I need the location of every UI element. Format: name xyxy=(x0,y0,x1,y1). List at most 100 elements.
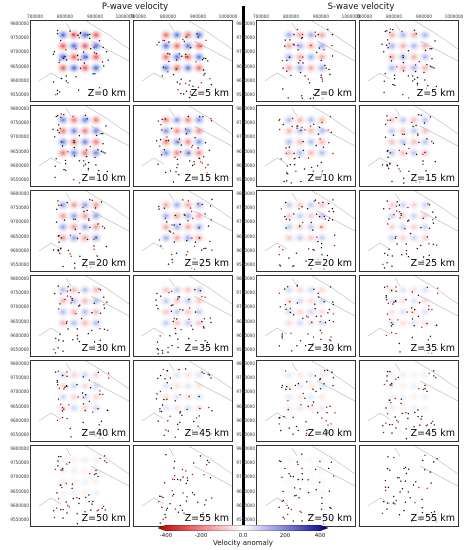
station-dot xyxy=(60,403,62,405)
station-dot xyxy=(433,461,435,463)
y-tick-label: 9800000 xyxy=(10,276,29,281)
station-dot xyxy=(398,514,401,516)
station-dot xyxy=(301,126,303,129)
station-dot xyxy=(57,347,59,349)
station-dot xyxy=(57,285,59,287)
station-dot xyxy=(201,203,203,206)
station-dot xyxy=(71,483,74,485)
anomaly-blob xyxy=(303,113,319,127)
coastline xyxy=(264,361,355,422)
station-dot xyxy=(327,467,330,470)
station-dot xyxy=(61,416,64,419)
station-dot xyxy=(65,169,67,171)
coastline xyxy=(367,446,458,507)
station-dot xyxy=(58,387,60,389)
station-dot xyxy=(386,299,388,301)
station-dot xyxy=(424,388,426,390)
station-dot xyxy=(64,163,67,165)
station-dot xyxy=(395,499,397,502)
station-dot xyxy=(426,390,428,393)
station-dot xyxy=(324,218,327,220)
station-dot xyxy=(170,310,173,312)
station-dot xyxy=(176,318,178,320)
y-tick-label: 9700000 xyxy=(10,474,29,480)
anomaly-blob xyxy=(395,305,411,319)
station-dot xyxy=(161,118,163,120)
station-dot xyxy=(67,151,69,153)
station-dot xyxy=(284,45,286,47)
station-dot xyxy=(178,368,180,371)
station-dot xyxy=(58,455,60,458)
station-dot xyxy=(307,491,310,494)
station-dot xyxy=(383,208,385,210)
velocity-map xyxy=(367,106,458,184)
station-dot xyxy=(79,255,81,257)
station-dot xyxy=(66,290,69,292)
anomaly-blob xyxy=(292,294,308,308)
station-dot xyxy=(72,339,74,341)
station-dot xyxy=(97,223,99,225)
y-tick-label: 9700000 xyxy=(236,304,255,310)
station-dot xyxy=(312,401,315,403)
station-dot xyxy=(404,228,406,230)
station-dot xyxy=(329,405,331,407)
anomaly-blob xyxy=(191,283,207,297)
station-dot xyxy=(95,473,97,475)
velocity-map xyxy=(38,191,129,269)
anomaly-blob xyxy=(384,50,400,64)
station-dot xyxy=(394,416,396,418)
station-dot xyxy=(323,301,325,303)
y-tick-label: 9600000 xyxy=(10,417,29,423)
station-dot xyxy=(290,182,292,184)
station-dot xyxy=(402,70,405,72)
anomaly-blob xyxy=(180,198,196,212)
anomaly-blob xyxy=(66,486,82,500)
station-dot xyxy=(58,124,60,126)
station-dot xyxy=(385,295,387,297)
station-dot xyxy=(185,482,187,485)
anomaly-blob xyxy=(384,124,400,138)
station-dot xyxy=(313,288,315,290)
y-tick-label: 9650000 xyxy=(10,488,29,494)
station-dot xyxy=(296,345,298,347)
station-dot xyxy=(63,114,65,116)
station-dot xyxy=(383,286,386,288)
station-dot xyxy=(82,403,85,405)
station-dot xyxy=(158,41,160,43)
station-dot xyxy=(173,317,175,319)
station-dot xyxy=(326,412,328,414)
anomaly-blob xyxy=(77,305,93,319)
station-dot xyxy=(429,116,432,118)
station-dot xyxy=(289,311,292,314)
station-dot xyxy=(382,431,385,434)
station-dot xyxy=(300,511,302,514)
station-dot xyxy=(86,209,88,212)
station-dot xyxy=(299,71,302,74)
station-dot xyxy=(188,84,190,86)
station-dot xyxy=(89,226,91,229)
station-dot xyxy=(321,121,323,124)
colorbar-gradient xyxy=(158,525,328,531)
station-dot xyxy=(427,85,429,87)
station-dot xyxy=(78,160,81,162)
y-tick-label: 9800000 xyxy=(10,106,29,111)
station-dot xyxy=(172,181,175,183)
station-dot xyxy=(185,53,187,56)
anomaly-blob xyxy=(314,401,330,415)
anomaly-blob xyxy=(406,28,422,42)
station-dot xyxy=(408,147,410,150)
station-dot xyxy=(322,201,324,204)
station-dot xyxy=(288,146,290,148)
station-dot xyxy=(167,71,169,73)
anomaly-blob xyxy=(191,209,207,223)
station-dot xyxy=(430,482,432,484)
y-tick-label: 9650000 xyxy=(10,148,29,154)
station-dot xyxy=(284,467,286,470)
anomaly-blob xyxy=(417,61,433,75)
station-dot xyxy=(205,247,207,249)
station-dot xyxy=(302,392,304,395)
station-dot xyxy=(388,218,390,220)
station-dot xyxy=(170,387,172,389)
station-dot xyxy=(397,319,399,321)
anomaly-blob xyxy=(384,294,400,308)
